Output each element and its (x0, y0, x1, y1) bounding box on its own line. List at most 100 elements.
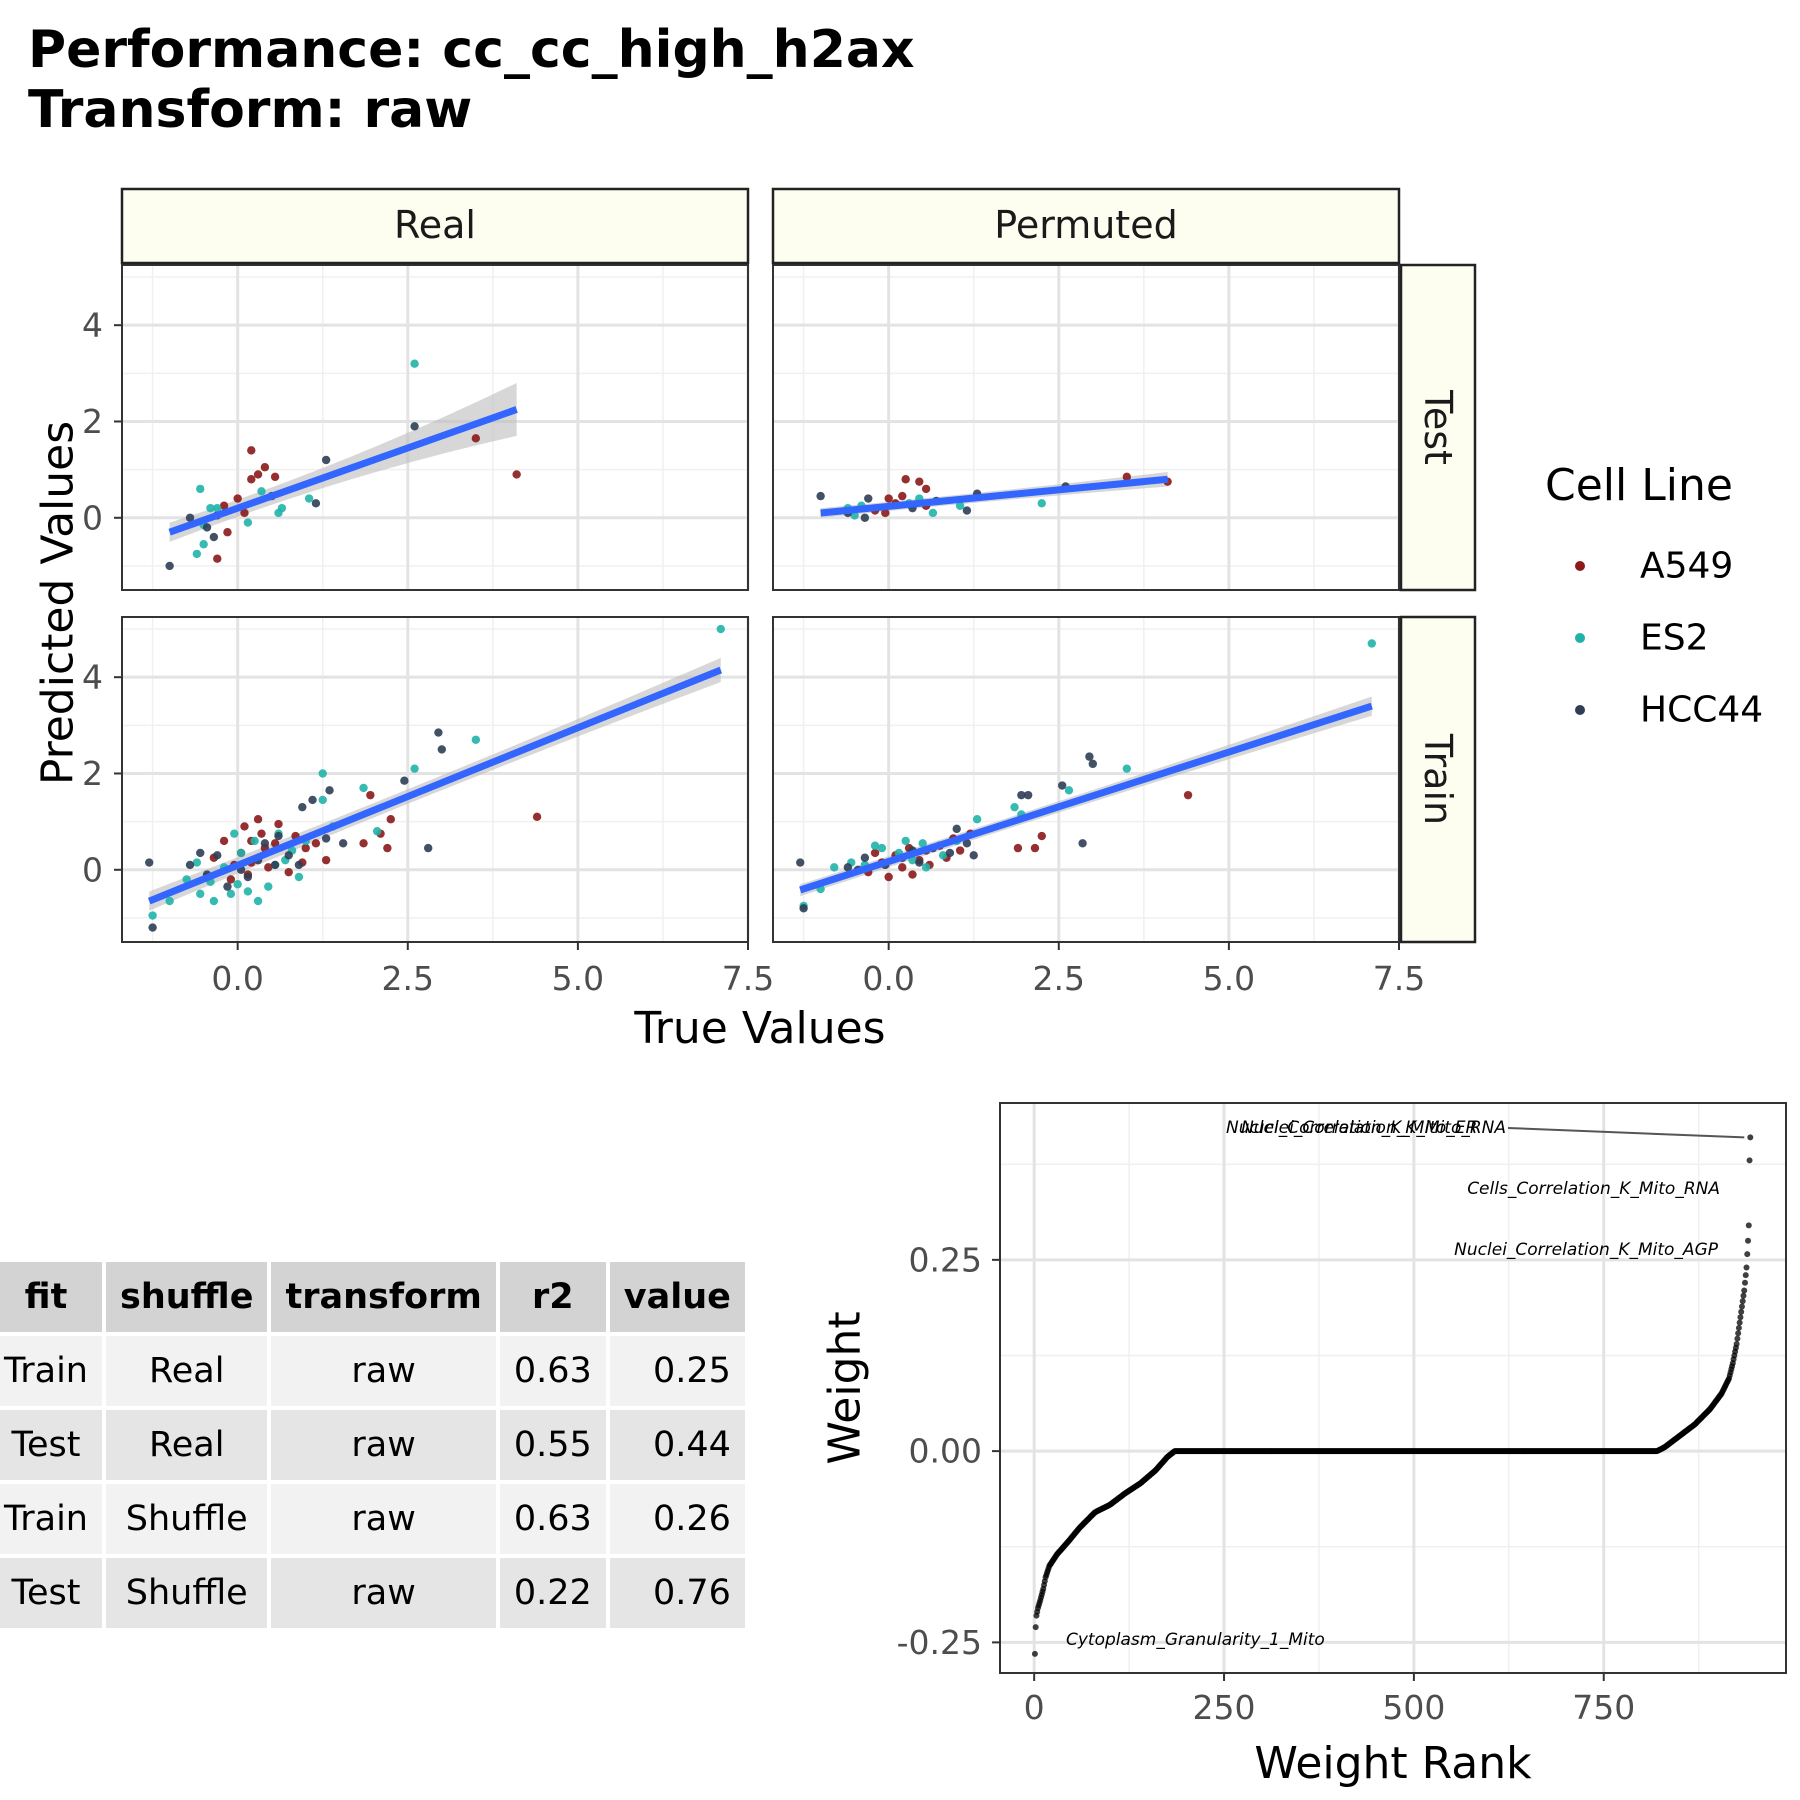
weight-rank-plot: Nuclei_Correlation_K_Mito_ERNuclei_Corre… (820, 1102, 1787, 1789)
cell-value: 0.76 (609, 1558, 745, 1628)
data-point-hcc44 (437, 745, 447, 754)
metrics-table: fit shuffle transform r2 value Train Rea… (0, 1258, 749, 1632)
data-point-es2 (196, 484, 205, 494)
data-point-a549 (1037, 831, 1046, 841)
data-point-a549 (274, 819, 283, 829)
annotation-label: Nuclei_Correlation_K_Mito_RNA (1241, 1118, 1506, 1138)
legend-key-hcc44 (1575, 705, 1585, 715)
data-point-hcc44 (284, 851, 293, 860)
data-point-es2 (277, 503, 287, 513)
data-point-hcc44 (864, 494, 873, 503)
weight-point (1735, 1324, 1742, 1331)
data-point-a549 (359, 839, 368, 848)
data-point-a549 (915, 477, 924, 486)
data-point-es2 (471, 735, 481, 744)
data-point-a549 (253, 815, 263, 824)
data-point-es2 (928, 508, 938, 518)
data-point-a549 (270, 472, 280, 482)
y-tick-label: -0.25 (897, 1623, 982, 1662)
data-point-a549 (386, 815, 395, 824)
y-tick-label: 4 (82, 658, 103, 697)
cell-transform: raw (271, 1336, 496, 1406)
data-point-es2 (410, 359, 419, 368)
data-point-es2 (1122, 764, 1132, 773)
y-tick-label: 2 (82, 402, 103, 441)
data-point-hcc44 (311, 499, 321, 508)
data-point-a549 (284, 867, 293, 877)
data-point-es2 (1010, 802, 1019, 812)
panel-real-test (121, 264, 750, 591)
regression-line (799, 702, 1373, 894)
data-point-a549 (908, 870, 917, 879)
data-point-a549 (240, 822, 249, 831)
x-axis-title: True Values (633, 1003, 885, 1054)
data-point-es2 (243, 518, 253, 527)
weight-point (1745, 1222, 1752, 1229)
data-point-es2 (199, 540, 208, 549)
data-point-a549 (532, 812, 542, 822)
data-point-a549 (219, 501, 229, 510)
data-point-a549 (366, 790, 375, 800)
data-point-a549 (383, 843, 392, 853)
legend-title: Cell Line (1545, 460, 1733, 511)
data-point-a549 (1030, 843, 1040, 853)
data-point-hcc44 (145, 858, 154, 867)
data-point-a549 (226, 875, 236, 884)
data-point-a549 (301, 843, 310, 853)
cell-value: 0.44 (609, 1410, 745, 1480)
data-point-es2 (716, 624, 725, 634)
data-point-hcc44 (1023, 790, 1033, 800)
cell-r2: 0.55 (499, 1410, 606, 1480)
regression-line (147, 666, 723, 905)
data-point-hcc44 (915, 858, 924, 867)
weight-point (1734, 1335, 1741, 1342)
data-point-a549 (898, 491, 907, 501)
weight-point (1738, 1303, 1745, 1310)
data-point-hcc44 (338, 839, 348, 848)
data-point-a549 (219, 836, 229, 846)
data-point-a549 (270, 839, 280, 848)
header-transform: transform (271, 1262, 496, 1332)
cell-shuffle: Shuffle (105, 1484, 268, 1554)
data-point-hcc44 (298, 802, 307, 812)
data-point-hcc44 (274, 831, 283, 841)
weight-point (1745, 1237, 1752, 1244)
y-axis-title: Weight (820, 1311, 871, 1464)
data-point-es2 (192, 858, 202, 867)
x-tick-label: 500 (1382, 1688, 1445, 1727)
x-tick-label: 250 (1193, 1688, 1256, 1727)
weight-point (1736, 1319, 1743, 1326)
strip-label-real: Real (394, 203, 476, 247)
x-tick-label: 2.5 (1033, 959, 1085, 998)
data-point-es2 (955, 501, 965, 510)
data-point-hcc44 (294, 860, 304, 870)
x-tick-label: 7.5 (722, 959, 774, 998)
weight-point (1742, 1272, 1749, 1279)
data-point-es2 (233, 880, 242, 889)
x-tick-label: 2.5 (382, 959, 434, 998)
panel-border (121, 616, 749, 943)
weight-point (1744, 1251, 1751, 1258)
data-point-a549 (260, 463, 270, 472)
data-point-es2 (206, 503, 215, 513)
data-point-es2 (372, 827, 382, 836)
data-point-hcc44 (270, 860, 280, 870)
x-tick-label: 5.0 (552, 959, 604, 998)
data-point-hcc44 (796, 858, 805, 867)
weight-point (1741, 1279, 1748, 1286)
panel-permuted-test (772, 264, 1401, 591)
data-point-es2 (870, 841, 880, 850)
table-row: Test Shuffle raw 0.22 0.76 (0, 1558, 745, 1628)
data-point-hcc44 (1017, 790, 1026, 800)
data-point-a549 (233, 494, 242, 503)
data-point-es2 (1037, 499, 1046, 508)
data-point-es2 (304, 494, 314, 503)
header-shuffle: shuffle (105, 1262, 268, 1332)
weight-point (1735, 1330, 1742, 1337)
panel-border (772, 264, 1400, 591)
data-point-es2 (213, 503, 222, 513)
cell-transform: raw (271, 1410, 496, 1480)
data-point-hcc44 (400, 776, 409, 785)
data-point-hcc44 (308, 795, 317, 805)
